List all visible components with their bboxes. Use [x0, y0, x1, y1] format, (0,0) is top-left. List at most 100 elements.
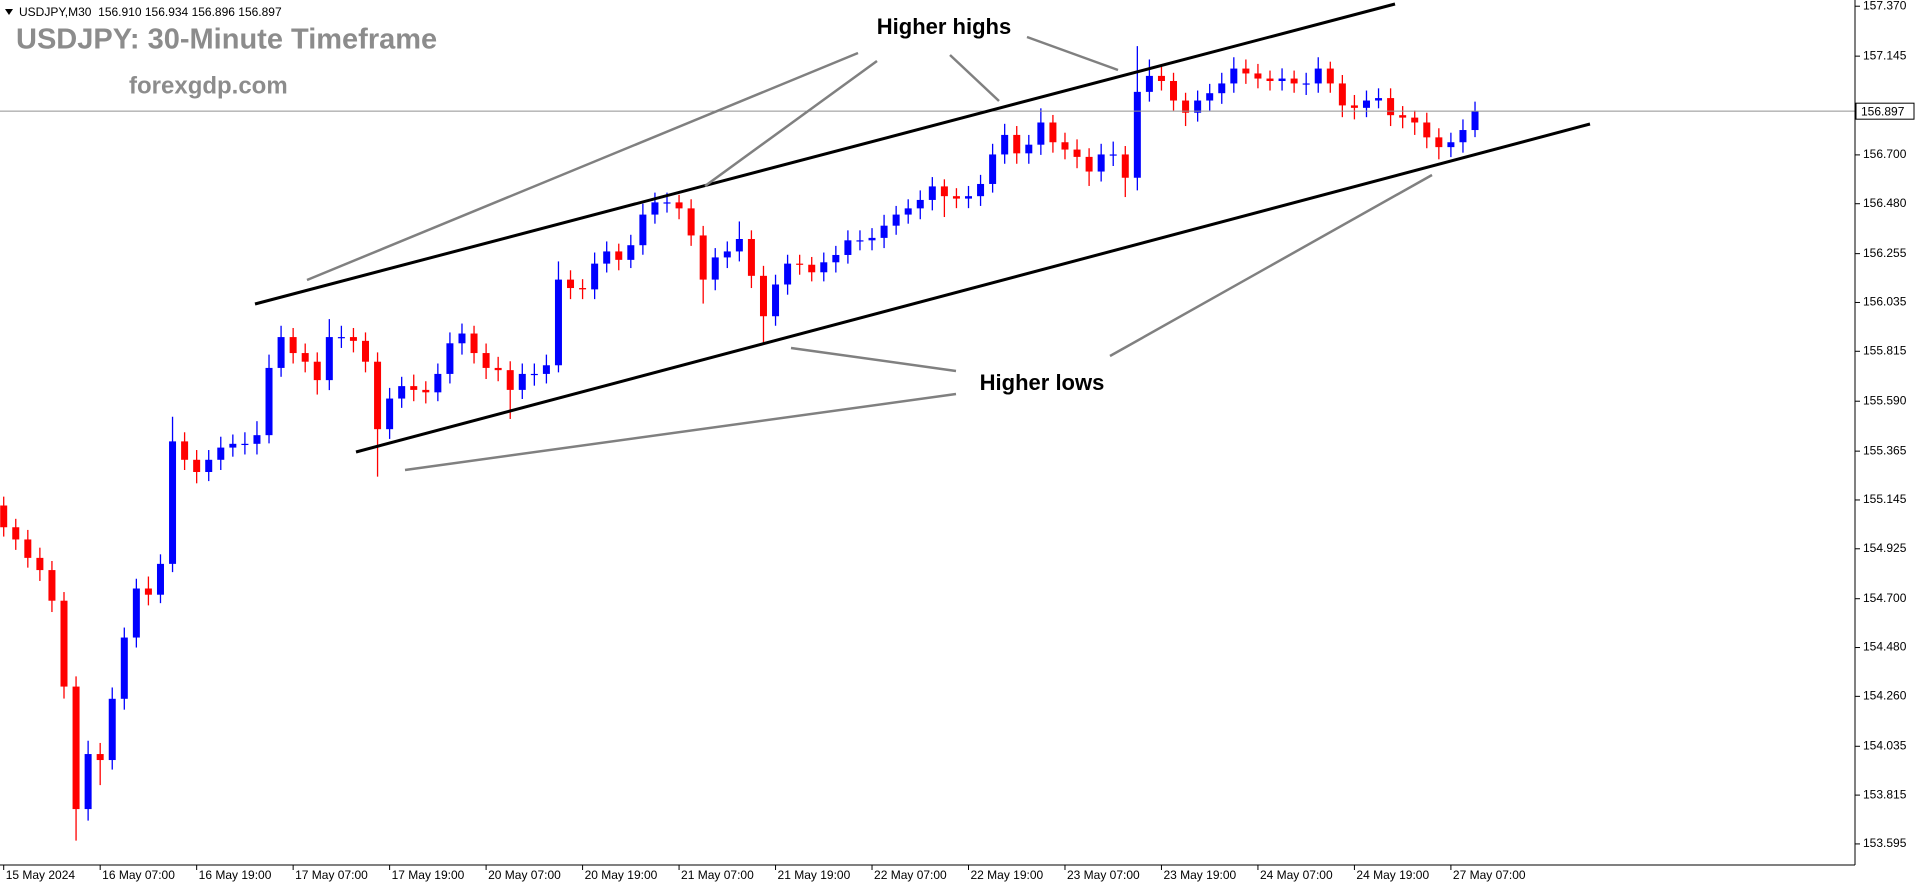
candle-body [1435, 137, 1443, 148]
candle-body [784, 263, 792, 285]
candle-body [1230, 68, 1238, 84]
candle-body [808, 264, 816, 273]
candle-body [1411, 117, 1419, 123]
candle-body [313, 361, 321, 381]
x-tick-label: 24 May 19:00 [1356, 868, 1429, 882]
candle-body [1157, 75, 1165, 81]
annotation: Higher lows [980, 370, 1105, 395]
candle-body [494, 367, 502, 371]
candle-body [205, 459, 213, 472]
candle-body [301, 353, 309, 362]
candle-body [735, 238, 743, 252]
candle-body [856, 240, 864, 242]
y-tick-label: 154.260 [1863, 689, 1907, 703]
candle-body [277, 337, 285, 368]
y-tick-label: 155.145 [1863, 492, 1907, 506]
candle-body [1121, 154, 1129, 178]
x-tick-label: 15 May 2024 [6, 868, 76, 882]
candle-body [482, 353, 490, 368]
pointer-line [1026, 35, 1119, 72]
candle-body [1085, 156, 1093, 172]
candle-body [108, 698, 116, 761]
candle-body [989, 154, 997, 184]
candle-body [458, 333, 466, 344]
candle-body [1314, 68, 1322, 84]
y-tick-label: 156.700 [1863, 147, 1907, 161]
candle-body [530, 373, 538, 376]
candle-body [386, 398, 394, 430]
candle-body [542, 365, 550, 374]
current-price-label: 156.897 [1861, 104, 1905, 118]
y-tick-label: 156.035 [1863, 295, 1907, 309]
candle-body [747, 238, 755, 276]
y-tick-label: 155.365 [1863, 443, 1907, 457]
header-icon [5, 9, 13, 15]
pointer-line [704, 59, 878, 188]
candle-body [337, 337, 345, 339]
candle-body [615, 251, 623, 260]
chart-title: USDJPY: 30-Minute Timeframe [16, 24, 437, 56]
candle-body [144, 588, 152, 595]
annotation-pointers [306, 35, 1433, 472]
candle-body [1073, 149, 1081, 157]
candle-body [193, 459, 201, 472]
candle-body [36, 557, 44, 571]
candle-body [253, 435, 261, 444]
candle-body [1399, 115, 1407, 118]
x-tick-label: 16 May 07:00 [102, 868, 175, 882]
candle-body [1471, 111, 1479, 131]
candle-body [1170, 80, 1178, 101]
candle-body [422, 389, 430, 393]
candle-body [723, 251, 731, 258]
candle-body [940, 186, 948, 197]
candle-body [1459, 130, 1467, 143]
candle-body [639, 214, 647, 246]
x-tick-label: 20 May 07:00 [488, 868, 561, 882]
candle-body [169, 441, 177, 564]
candle-body [0, 505, 8, 528]
candle-body [374, 361, 382, 430]
candle-body [1013, 134, 1021, 154]
pointer-line [790, 346, 957, 373]
candle-body [506, 370, 514, 390]
x-tick-label: 21 May 07:00 [681, 868, 754, 882]
candle-body [217, 447, 225, 460]
candle-body [434, 373, 442, 393]
y-tick-label: 154.480 [1863, 640, 1907, 654]
candle-body [518, 373, 526, 390]
candle-body [928, 186, 936, 200]
candle-body [1206, 93, 1214, 101]
candle-body [265, 367, 273, 436]
y-tick-label: 155.590 [1863, 393, 1907, 407]
annotation: Higher highs [877, 14, 1011, 39]
candle-body [1387, 98, 1395, 116]
candle-body [820, 262, 828, 273]
candle-body [952, 196, 960, 199]
candle-body [1290, 78, 1298, 84]
candle-body [663, 202, 671, 204]
candle-body [349, 337, 357, 341]
candle-body [1109, 154, 1117, 156]
candle-body [229, 443, 237, 448]
candle-body [772, 284, 780, 317]
chart-subtitle: forexgdp.com [129, 72, 288, 99]
candle-body [398, 386, 406, 399]
candle-body [446, 343, 454, 374]
candle-body [1375, 98, 1383, 101]
lower-channel-line [355, 122, 1591, 454]
candle-body [1049, 122, 1057, 143]
candle-body [1025, 144, 1033, 154]
candle-body [965, 196, 972, 199]
pointer-line [404, 392, 957, 472]
candle-body [72, 686, 80, 810]
candle-body [591, 263, 599, 290]
x-tick-label: 27 May 07:00 [1453, 868, 1526, 882]
y-tick-label: 155.815 [1863, 343, 1907, 357]
candle-body [675, 202, 683, 209]
candle-body [1145, 75, 1153, 92]
pointer-line [1109, 173, 1433, 358]
candle-body [1338, 83, 1346, 106]
candle-body [1302, 83, 1310, 85]
candle-body [1278, 78, 1286, 81]
